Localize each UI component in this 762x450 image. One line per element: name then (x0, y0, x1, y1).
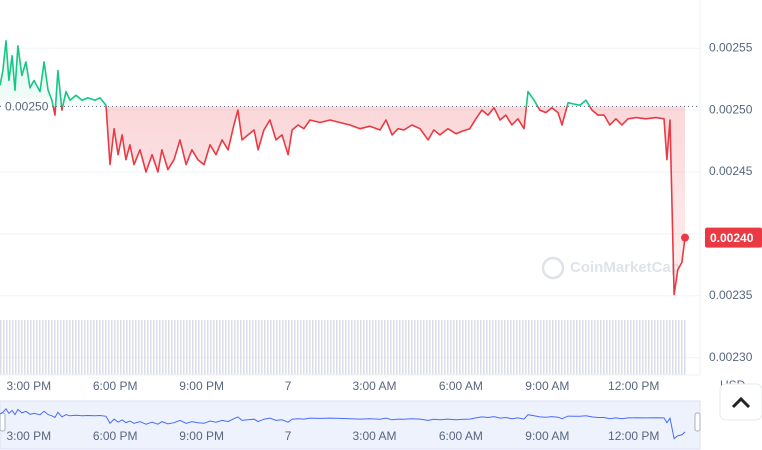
x-tick-label: 9:00 PM (179, 379, 224, 393)
x-tick-label: 12:00 PM (608, 379, 659, 393)
navigator-handle-right[interactable] (694, 412, 701, 432)
navigator-line (0, 407, 686, 440)
x-tick-label: 3:00 PM (6, 379, 51, 393)
navigator-handle-left[interactable] (0, 412, 6, 432)
watermark: CoinMarketCap (541, 256, 680, 280)
baseline-label-bg (2, 98, 52, 114)
y-tick-label: 0.00250 (709, 102, 753, 116)
x-tick-label: 9:00 AM (525, 379, 569, 393)
y-tick-label: 0.00245 (709, 164, 753, 178)
navigator-tick-label: 12:00 PM (608, 429, 659, 443)
x-tick-label: 6:00 AM (439, 379, 483, 393)
navigator-tick-label: 6:00 AM (439, 429, 483, 443)
scroll-top-button[interactable] (719, 383, 762, 421)
x-tick-label: 6:00 PM (93, 379, 138, 393)
navigator-tick-label: 3:00 PM (6, 429, 51, 443)
price-line (0, 40, 686, 296)
navigator-tick-label: 6:00 PM (93, 429, 138, 443)
navigator-tick-label: 7 (285, 429, 292, 443)
baseline-label: 0.00250 (5, 100, 49, 114)
y-tick-label: 0.00230 (709, 350, 753, 364)
y-tick-label: 0.00255 (709, 40, 753, 54)
y-tick-label: 0.00235 (709, 288, 753, 302)
price-area (0, 40, 685, 295)
x-tick-label: 7 (285, 379, 292, 393)
watermark-text: CoinMarketCap (570, 259, 680, 276)
volume-bars (0, 320, 686, 375)
navigator-tick-label: 9:00 AM (525, 429, 569, 443)
current-price-label: 0.00240 (710, 231, 754, 245)
navigator-tick-label: 9:00 PM (179, 429, 224, 443)
last-point (681, 233, 690, 242)
navigator-tick-label: 3:00 AM (352, 429, 396, 443)
x-tick-label: 3:00 AM (352, 379, 396, 393)
current-price-bg (705, 227, 762, 248)
